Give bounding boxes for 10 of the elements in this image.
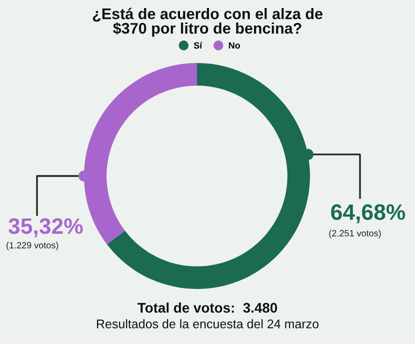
donut-slice bbox=[106, 63, 310, 289]
text: (1.229 votos) bbox=[6, 242, 58, 250]
legend-label: No bbox=[228, 42, 240, 49]
data-label: 35,32% bbox=[8, 218, 83, 238]
text: (2.251 votos) bbox=[329, 230, 381, 238]
data-label: 64,68% bbox=[331, 204, 406, 224]
legend-label: Sí bbox=[194, 42, 202, 49]
text: Resultados de la encuesta del 24 marzo bbox=[97, 319, 319, 328]
text: Total de votos: 3.480 bbox=[138, 302, 278, 313]
chart-title: ¿Está de acuerdo con el alza de $370 por litro de bencina? bbox=[92, 8, 322, 37]
